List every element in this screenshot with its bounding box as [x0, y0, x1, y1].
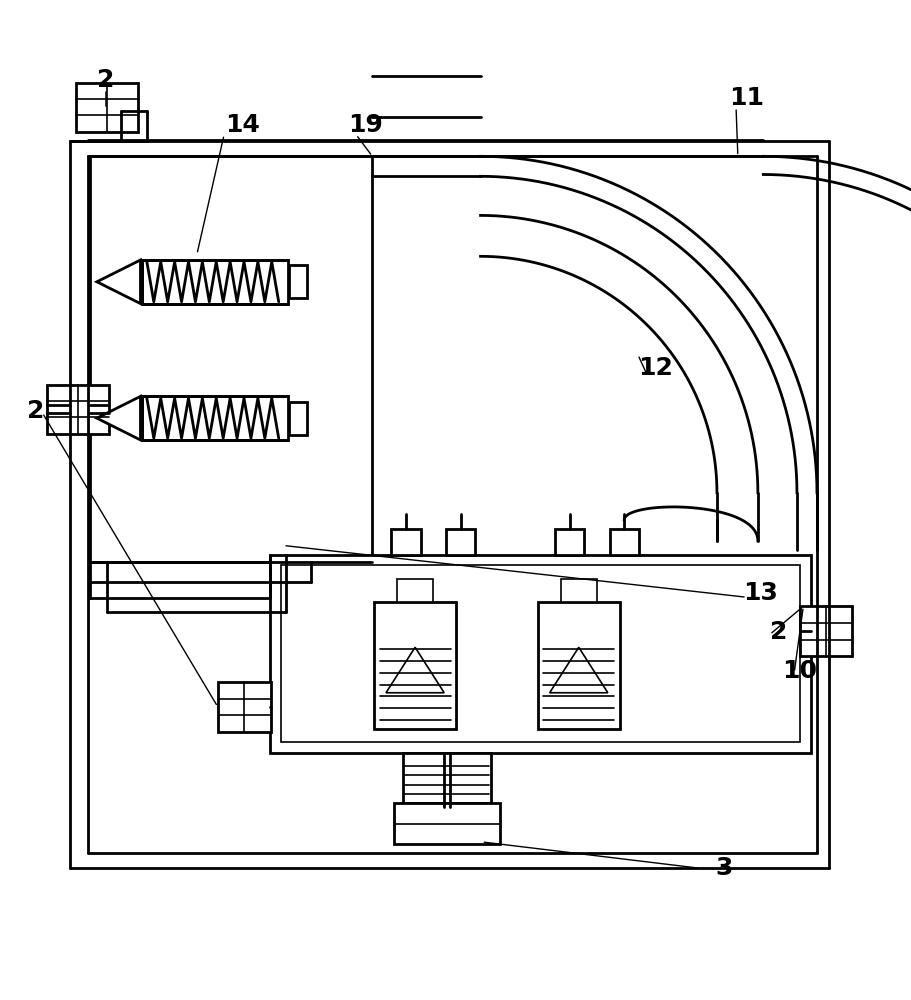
Text: 19: 19 [347, 113, 382, 137]
Text: 2: 2 [769, 620, 786, 644]
Bar [281, 565, 799, 742]
Bar [270, 555, 810, 753]
Text: 12: 12 [638, 356, 672, 380]
Bar [403, 753, 490, 807]
Text: 11: 11 [729, 86, 763, 110]
Bar [609, 529, 638, 555]
Bar [218, 682, 271, 732]
Text: 14: 14 [225, 113, 260, 137]
Bar [537, 602, 619, 729]
Bar [445, 529, 475, 555]
Bar [560, 579, 597, 602]
Bar [799, 606, 852, 656]
Bar [396, 579, 433, 602]
Polygon shape [97, 396, 140, 440]
Bar [142, 260, 288, 304]
Text: 2: 2 [97, 68, 115, 92]
Polygon shape [97, 260, 140, 304]
Text: 10: 10 [782, 659, 816, 683]
Text: 3: 3 [715, 856, 732, 880]
Bar [289, 402, 306, 435]
Bar [391, 529, 420, 555]
Bar [142, 396, 288, 440]
Bar [90, 156, 372, 562]
Bar [289, 265, 306, 298]
Bar [394, 803, 499, 844]
Text: 2: 2 [27, 399, 45, 423]
Bar [555, 529, 584, 555]
Bar [76, 83, 138, 132]
Text: 13: 13 [742, 581, 777, 605]
Bar [374, 602, 456, 729]
Bar [46, 385, 108, 434]
